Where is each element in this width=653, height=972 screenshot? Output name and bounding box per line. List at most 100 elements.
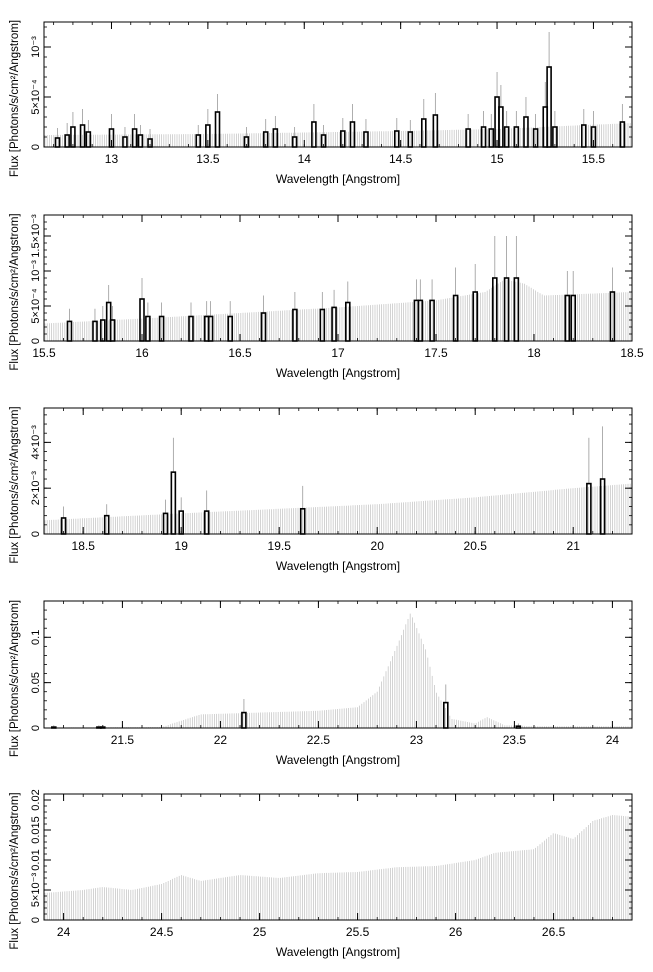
- y-tick-label: 10⁻³: [30, 36, 42, 58]
- model-curve: [44, 815, 631, 920]
- y-axis-label: Flux [Photons/s/cm²/Angstrom]: [9, 600, 21, 757]
- x-tick-label: 20: [371, 539, 385, 553]
- x-tick-label: 17.5: [424, 346, 448, 360]
- data-bin: [503, 277, 510, 342]
- plot-frame: [43, 600, 633, 729]
- x-axis-label: Wavelength [Angstrom]: [276, 753, 400, 767]
- x-tick-label: 15.5: [32, 346, 56, 360]
- data-bin: [523, 116, 529, 148]
- y-tick-label: 0: [30, 144, 42, 150]
- data-bin: [432, 114, 439, 148]
- spectrum-panel-4: 21.5 22 22.5 23 23.5 24 0 0.05 0.1 Wavelength [An…: [9, 600, 633, 767]
- data-bin: [145, 315, 151, 342]
- spectrum-panel-5: 24 24.5 25 25.5 26 26.5 0 5×10⁻³ 0.01 0.015 0.02 Wa…: [9, 789, 633, 959]
- data-bin: [331, 306, 337, 342]
- data-bin: [498, 106, 504, 148]
- x-tick-label: 15: [490, 152, 504, 166]
- x-tick-label: 15.5: [582, 152, 606, 166]
- data-bin: [619, 121, 626, 148]
- data-bin: [586, 482, 592, 535]
- y-axis-label: Flux [Photons/s/cm²/Angstrom]: [9, 792, 21, 949]
- y-tick-label: 0: [30, 531, 42, 537]
- x-tick-label: 21.5: [111, 733, 135, 747]
- y-tick-label: 0: [30, 338, 42, 344]
- data-bin: [100, 319, 106, 342]
- data-bin: [452, 294, 459, 342]
- x-tick-label: 13.5: [196, 152, 220, 166]
- x-tick-label: 24: [606, 733, 620, 747]
- y-tick-label: 0.05: [30, 672, 42, 693]
- data-bin: [92, 320, 98, 342]
- data-bin: [214, 111, 221, 148]
- x-tick-label: 20.5: [464, 539, 488, 553]
- data-bin: [170, 471, 177, 535]
- x-tick-label: 22: [214, 733, 228, 747]
- data-bin: [207, 315, 214, 342]
- data-bin: [260, 312, 267, 342]
- data-bin: [188, 315, 194, 342]
- data-bin: [311, 121, 317, 148]
- x-tick-label: 16: [135, 346, 149, 360]
- data-bin: [292, 308, 298, 342]
- x-axis-label: Wavelength [Angstrom]: [276, 366, 400, 380]
- x-tick-label: 23.5: [503, 733, 527, 747]
- model-curve: [44, 483, 631, 534]
- spectrum-panel-2: 15.5 16 16.5 17 17.5 18 18.5 0 5×10⁻⁴ 10⁻³ 1.5×10⁻…: [9, 213, 644, 380]
- y-tick-label: 4×10⁻³: [30, 425, 42, 460]
- data-bin: [349, 121, 356, 148]
- data-bin: [109, 319, 116, 342]
- x-tick-label: 14.5: [389, 152, 413, 166]
- data-bin: [162, 512, 169, 535]
- y-tick-label: 0.1: [30, 630, 42, 645]
- x-tick-label: 21: [567, 539, 581, 553]
- y-tick-label: 0: [30, 917, 42, 923]
- data-bin: [241, 711, 247, 729]
- y-axis-label: Flux [Photons/s/cm²/Angstrom]: [9, 213, 21, 370]
- x-axis-label: Wavelength [Angstrom]: [276, 172, 400, 186]
- data-bin: [85, 131, 92, 148]
- data-bin: [417, 299, 424, 342]
- data-bin: [465, 128, 471, 148]
- y-tick-label: 5×10⁻⁴: [30, 288, 42, 324]
- x-tick-label: 18.5: [620, 346, 644, 360]
- x-tick-label: 18.5: [72, 539, 96, 553]
- data-bin: [344, 301, 351, 342]
- x-tick-label: 14: [298, 152, 312, 166]
- y-tick-label: 5×10⁻⁴: [30, 79, 42, 115]
- plot-frame: [43, 21, 633, 148]
- data-bin: [480, 126, 487, 148]
- x-tick-label: 17: [331, 346, 345, 360]
- x-tick-label: 25: [253, 925, 267, 939]
- data-bin: [203, 510, 210, 535]
- spectrum-panel-3: 18.5 19 19.5 20 20.5 21 0 2×10⁻³ 4×10⁻³ Wavelengt…: [9, 406, 633, 573]
- x-tick-label: 26: [449, 925, 463, 939]
- data-bin: [599, 478, 606, 535]
- x-axis-label: Wavelength [Angstrom]: [276, 559, 400, 573]
- y-tick-label: 1.5×10⁻³: [30, 214, 42, 258]
- x-tick-label: 18: [527, 346, 541, 360]
- y-tick-label: 0.02: [30, 789, 42, 810]
- data-bin: [491, 277, 498, 342]
- y-tick-label: 2×10⁻³: [30, 471, 42, 506]
- x-tick-label: 13: [105, 152, 119, 166]
- data-bin: [54, 137, 61, 148]
- data-bin: [195, 134, 202, 148]
- data-bin: [122, 136, 128, 148]
- x-tick-label: 26.5: [542, 925, 566, 939]
- x-tick-label: 19.5: [268, 539, 292, 553]
- y-axis-label: Flux [Photons/s/cm²/Angstrom]: [9, 20, 21, 177]
- data-bin: [131, 128, 138, 148]
- x-tick-label: 24: [57, 925, 71, 939]
- data-bin: [472, 291, 479, 342]
- model-curve: [44, 613, 631, 728]
- model-curve: [44, 279, 631, 341]
- y-tick-label: 0.015: [30, 816, 42, 844]
- data-bin: [513, 277, 520, 342]
- x-tick-label: 24.5: [150, 925, 174, 939]
- x-tick-label: 25.5: [346, 925, 370, 939]
- spectrum-panel-1: 13 13.5 14 14.5 15 15.5 0 5×10⁻⁴ 10⁻³ Wavelength …: [9, 20, 633, 186]
- x-tick-label: 23: [410, 733, 424, 747]
- y-axis-label: Flux [Photons/s/cm²/Angstrom]: [9, 406, 21, 563]
- y-tick-label: 5×10⁻³: [30, 873, 42, 908]
